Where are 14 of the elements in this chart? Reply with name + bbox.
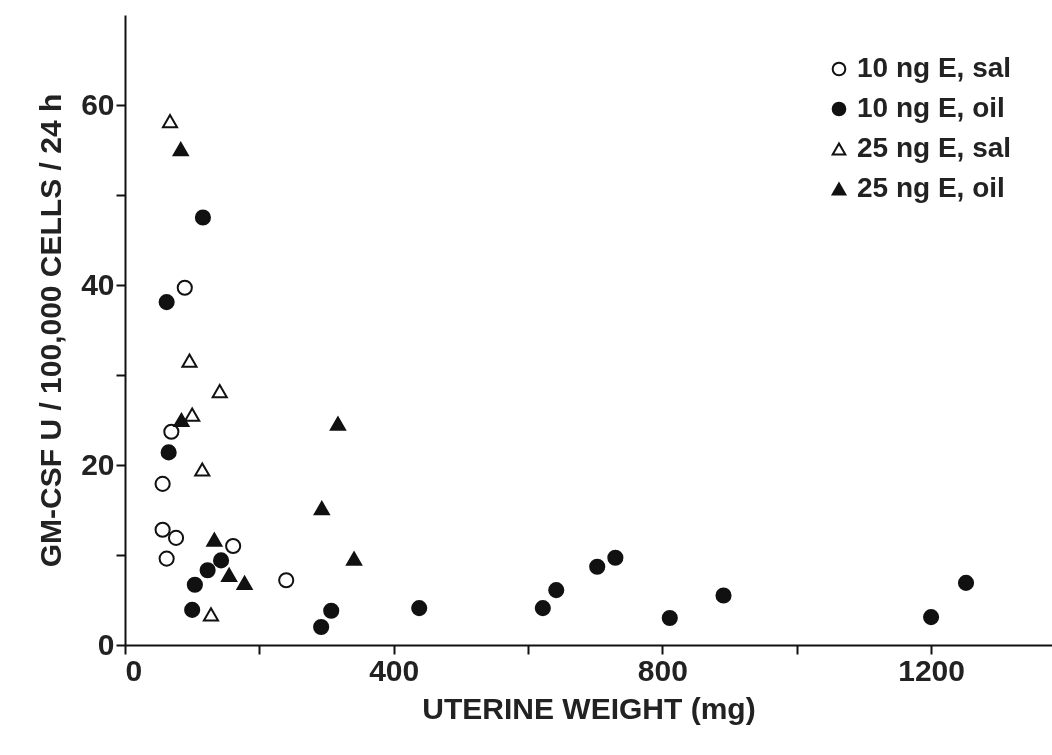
legend-label: 25 ng E, sal: [857, 132, 1012, 163]
x-tick-label: 1200: [898, 653, 965, 687]
legend-label: 10 ng E, sal: [857, 52, 1012, 83]
y-axis-title: GM-CSF U / 100,000 CELLS / 24 h: [34, 93, 68, 568]
y-tick-label: 20: [81, 447, 115, 481]
x-axis-title: UTERINE WEIGHT (mg): [422, 691, 756, 725]
x-tick-label: 400: [369, 653, 420, 687]
x-tick-label: 800: [637, 653, 688, 687]
x-tick-label: 0: [125, 653, 143, 687]
y-tick-label: 0: [97, 627, 115, 661]
legend-label: 25 ng E, oil: [857, 172, 1005, 203]
legend-label: 10 ng E, oil: [857, 92, 1005, 123]
y-tick-label: 40: [81, 267, 115, 301]
y-tick-label: 60: [81, 87, 115, 121]
